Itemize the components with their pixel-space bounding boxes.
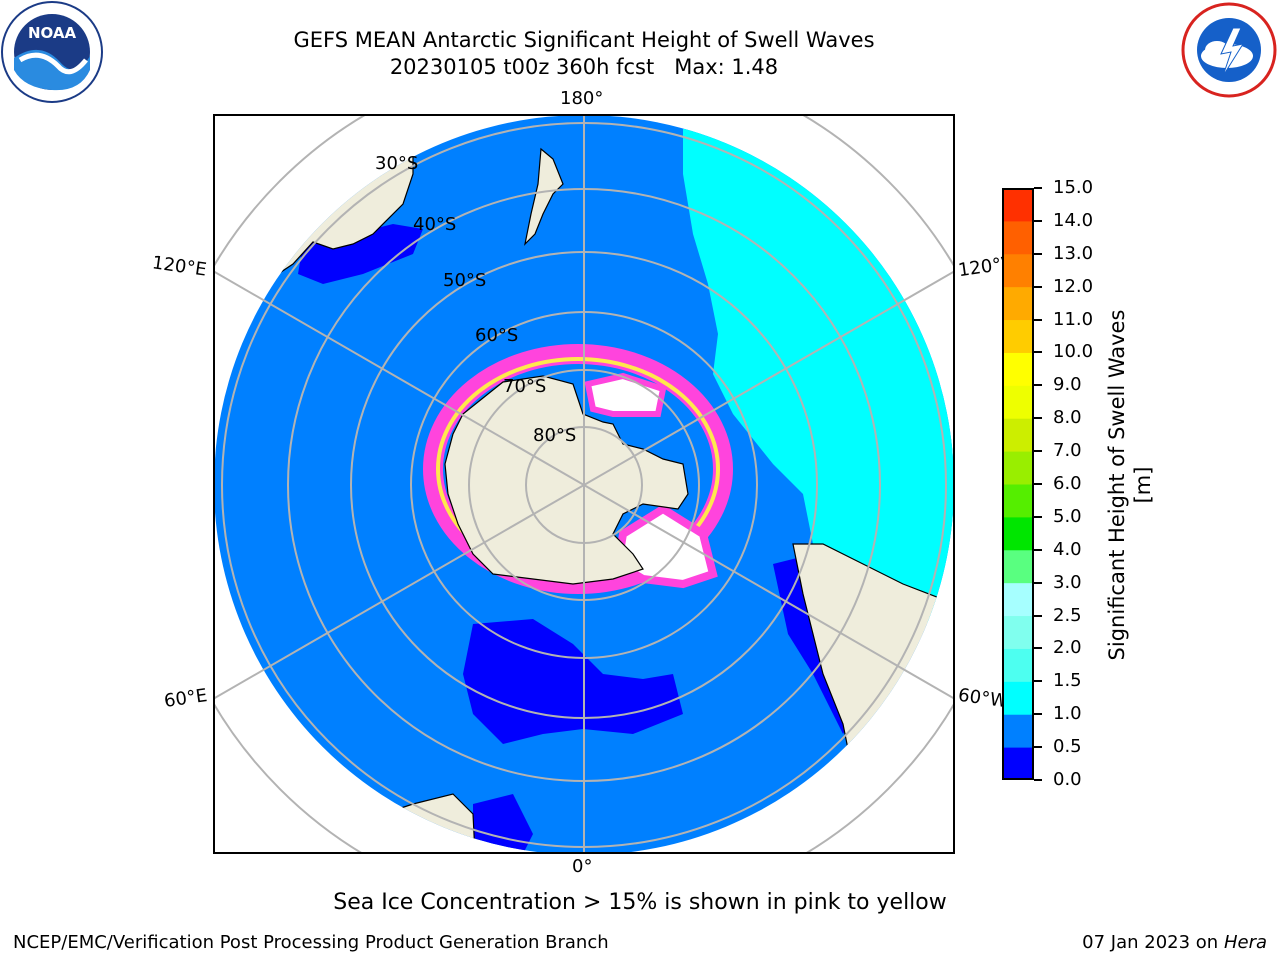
colorbar-tick-label: 4.0 [1053,538,1082,560]
colorbar-segment [1002,484,1034,518]
colorbar-segment [1002,385,1034,419]
longitude-gridlines [213,114,955,854]
land-antarctica [444,375,689,585]
colorbar-tick-label: 1.0 [1053,703,1082,725]
colorbar-tick-label: 3.0 [1053,571,1082,593]
colorbar-tick-label: 2.5 [1053,604,1082,626]
colorbar-segment [1002,615,1034,649]
machine-name: Hera [1223,932,1267,953]
colorbar-segment [1002,286,1034,321]
colorbar-segment [1002,319,1034,353]
ocean-high-patch [743,384,803,444]
colorbar-tick-label: 12.0 [1053,275,1094,297]
colorbar-tick-mark [1034,779,1042,781]
map-border [213,114,955,854]
colorbar-border [1002,188,1034,780]
colorbar-tick-label: 14.0 [1053,209,1094,231]
colorbar-tick-label: 5.0 [1053,505,1082,527]
colorbar-segment [1002,582,1034,617]
colorbar [1002,188,1034,780]
colorbar-label: Significant Height of Swell Waves [m] [1105,309,1155,661]
ocean-low-region-1 [463,619,683,744]
lon-label-180: 180° [560,88,604,109]
lat-label-50s: 50°S [443,270,486,291]
colorbar-tick-mark [1034,351,1042,354]
colorbar-segment [1002,352,1034,386]
colorbar-tick-mark [1034,450,1042,453]
colorbar-tick-mark [1034,187,1042,189]
lat-label-60s: 60°S [475,325,518,346]
colorbar-tick-mark [1034,483,1042,485]
colorbar-tick-mark [1034,219,1042,222]
colorbar-segment [1002,188,1034,222]
colorbar-tick-mark [1034,647,1042,650]
colorbar-segment [1002,714,1034,748]
lon-label-120e: 120°E [150,252,208,281]
colorbar-tick-mark [1034,548,1042,551]
lat-label-30s: 30°S [375,153,418,174]
lat-label-70s: 70°S [503,376,546,397]
noaa-logo-text: NOAA [28,24,77,42]
colorbar-tick-label: 0.5 [1053,736,1082,758]
date-text: 07 Jan 2023 on [1082,932,1224,953]
colorbar-segment [1002,253,1034,288]
colorbar-tick-label: 2.0 [1053,637,1082,659]
noaa-logo: NOAA [1,1,103,103]
land-new-zealand [524,147,564,246]
lon-label-60e: 60°E [162,685,209,712]
ocean-low-region-4 [473,794,533,854]
colorbar-tick-label: 7.0 [1053,440,1082,462]
colorbar-tick-mark [1034,285,1042,288]
colorbar-tick-mark [1034,417,1042,420]
lon-label-0: 0° [572,856,593,877]
colorbar-tick-mark [1034,680,1042,683]
credit-line: NCEP/EMC/Verification Post Processing Pr… [13,932,609,953]
colorbar-tick-label: 0.0 [1053,769,1082,790]
colorbar-tick-label: 8.0 [1053,407,1082,429]
colorbar-segment [1002,451,1034,485]
colorbar-tick-mark [1034,614,1042,617]
lat-label-40s: 40°S [413,214,456,235]
colorbar-segment [1002,549,1034,584]
colorbar-tick-mark [1034,318,1042,321]
colorbar-tick-mark [1034,746,1042,749]
chart-title: GEFS MEAN Antarctic Significant Height o… [293,28,875,52]
colorbar-segment [1002,220,1034,255]
colorbar-segment [1002,681,1034,715]
colorbar-tick-label: 13.0 [1053,242,1094,264]
colorbar-tick-label: 1.5 [1053,670,1082,692]
date-line: 07 Jan 2023 on Hera [1082,932,1267,953]
colorbar-tick-label: 11.0 [1053,308,1094,330]
polar-map: 30°S 40°S 50°S 60°S 70°S 80°S [213,114,955,854]
sea-ice-ring [423,344,733,594]
nws-logo [1181,2,1277,98]
colorbar-tick-label: 9.0 [1053,374,1082,396]
colorbar-tick-mark [1034,515,1042,518]
chart-subtitle: 20230105 t00z 360h fcst Max: 1.48 [389,55,779,79]
colorbar-tick-mark [1034,384,1042,387]
colorbar-tick-mark [1034,713,1042,716]
colorbar-tick-label: 6.0 [1053,473,1082,494]
colorbar-segment [1002,516,1034,551]
colorbar-tick-mark [1034,252,1042,255]
colorbar-segment [1002,418,1034,452]
colorbar-tick-mark [1034,581,1042,584]
sea-ice-note: Sea Ice Concentration > 15% is shown in … [333,890,947,915]
colorbar-tick-label: 15.0 [1053,177,1094,198]
lat-label-80s: 80°S [533,425,576,446]
colorbar-segment [1002,747,1034,780]
colorbar-tick-label: 10.0 [1053,341,1094,363]
colorbar-segment [1002,648,1034,682]
